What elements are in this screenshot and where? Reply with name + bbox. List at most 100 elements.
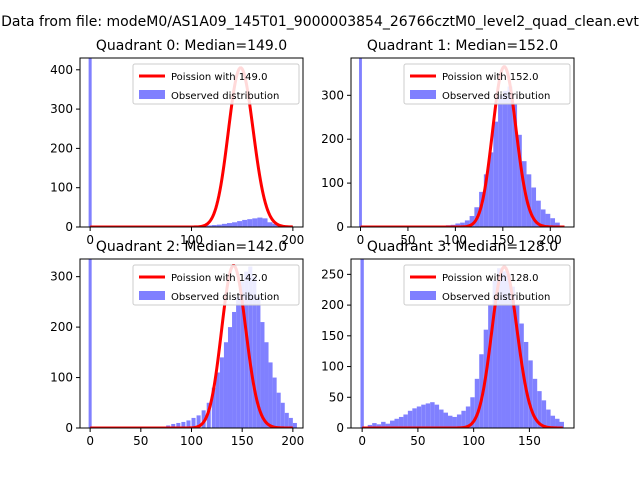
legend-observed-label: Observed distribution bbox=[171, 91, 279, 102]
histogram-bar bbox=[247, 219, 253, 227]
y-tick-label: 200 bbox=[321, 298, 344, 312]
histogram-bar bbox=[555, 222, 560, 227]
y-tick-label: 300 bbox=[50, 102, 73, 116]
histogram-bar bbox=[555, 418, 560, 428]
histogram-bar bbox=[502, 90, 508, 227]
histogram-bar bbox=[216, 224, 222, 227]
chart-title: Quadrant 3: Median=128.0 bbox=[367, 239, 558, 255]
axes-frame bbox=[350, 258, 575, 429]
histogram-bar bbox=[455, 223, 461, 227]
histogram-bar bbox=[191, 417, 196, 428]
x-tick-label: 100 bbox=[444, 233, 467, 247]
legend-observed-label: Observed distribution bbox=[442, 91, 550, 102]
histogram-bar bbox=[540, 209, 546, 227]
histogram-bar bbox=[206, 402, 211, 428]
legend: Poission with 142.0 Observed distribution bbox=[132, 264, 300, 306]
histogram-bar bbox=[223, 342, 228, 428]
histogram-bar bbox=[211, 387, 216, 428]
histogram-bar bbox=[519, 323, 524, 428]
histogram-bar bbox=[186, 420, 191, 428]
chart-title: Quadrant 1: Median=152.0 bbox=[367, 38, 558, 54]
histogram-bar bbox=[237, 221, 243, 227]
y-tick-label: 300 bbox=[50, 270, 73, 284]
legend-poisson-label: Poission with 152.0 bbox=[442, 72, 538, 83]
histogram-bar bbox=[488, 305, 493, 428]
histogram-bar bbox=[545, 213, 551, 227]
histogram-bar bbox=[498, 95, 503, 227]
y-tick-label: 50 bbox=[329, 390, 344, 404]
histogram-bar bbox=[232, 311, 237, 428]
histogram-bar bbox=[367, 424, 373, 428]
plot-area bbox=[359, 58, 565, 227]
histogram-bar bbox=[416, 406, 422, 428]
y-tick-label: 0 bbox=[336, 220, 344, 234]
histogram-bar-zero bbox=[359, 58, 362, 227]
histogram-bar bbox=[550, 218, 556, 227]
histogram-bar-zero bbox=[88, 259, 92, 428]
histogram-bar bbox=[236, 296, 241, 428]
histogram-bar bbox=[252, 276, 257, 428]
quadrant-0-chart: 0 100 200 0 100 200 300 400 Quadrant 0: Median=1… bbox=[50, 38, 304, 247]
histogram-bar bbox=[390, 420, 395, 428]
histogram-bar bbox=[546, 409, 551, 428]
histogram-bar bbox=[381, 421, 386, 428]
histogram-bar bbox=[407, 410, 413, 428]
histogram-bar bbox=[272, 377, 277, 428]
x-tick-label: 50 bbox=[410, 434, 425, 448]
histogram-bar bbox=[385, 423, 391, 428]
histogram-bar bbox=[272, 223, 278, 227]
histogram-bar bbox=[276, 392, 281, 428]
histogram-bar bbox=[219, 357, 224, 428]
legend-box bbox=[403, 264, 571, 306]
plot-area bbox=[88, 259, 297, 428]
histogram-bar bbox=[221, 223, 227, 227]
y-tick-label: 0 bbox=[65, 421, 73, 435]
quadrant-3-chart: 0 50 100 150 0 50 100 150 200 250 Quadrant 3: Medi… bbox=[321, 239, 575, 448]
histogram-bar bbox=[461, 410, 466, 428]
histogram-bar bbox=[403, 414, 408, 428]
figure-title: Data from file: modeM0/AS1A09_145T01_900… bbox=[1, 14, 639, 30]
histogram-bar bbox=[257, 217, 263, 227]
x-tick-label: 0 bbox=[86, 233, 94, 247]
histogram-bar bbox=[479, 354, 484, 428]
legend-poisson-label: Poission with 142.0 bbox=[171, 273, 267, 284]
y-tick-label: 300 bbox=[321, 88, 344, 102]
histogram-bar bbox=[517, 134, 522, 227]
histogram-bar bbox=[268, 362, 273, 428]
histogram-bar bbox=[267, 222, 273, 227]
histogram-bar bbox=[430, 402, 435, 428]
legend-box bbox=[403, 63, 571, 105]
histogram-bar bbox=[394, 418, 399, 428]
chart-panels: 0 100 200 0 100 200 300 400 Quadrant 0: Median=1… bbox=[50, 38, 575, 448]
x-tick-label: 50 bbox=[400, 233, 415, 247]
x-tick-label: 150 bbox=[491, 233, 514, 247]
quadrant-2-chart: 0 50 100 150 200 0 100 200 300 Quadrant 2: Median… bbox=[50, 239, 304, 448]
legend-observed-swatch bbox=[410, 90, 436, 99]
y-tick-label: 200 bbox=[50, 320, 73, 334]
histogram-bar bbox=[507, 86, 513, 227]
histogram-bar bbox=[510, 286, 515, 428]
histogram-bar bbox=[452, 416, 457, 428]
legend-poisson-label: Poission with 128.0 bbox=[442, 273, 538, 284]
x-tick-label: 150 bbox=[518, 434, 541, 448]
histogram-bar-zero bbox=[88, 58, 92, 227]
histogram-bar bbox=[559, 421, 564, 428]
histogram-bar bbox=[176, 422, 181, 428]
histogram-bar bbox=[541, 400, 547, 428]
quadrant-1-chart: 0 50 100 150 200 0 100 200 300 Quadrant 1: Median… bbox=[321, 38, 575, 247]
x-tick-label: 200 bbox=[281, 434, 304, 448]
x-tick-label: 100 bbox=[180, 434, 203, 448]
x-tick-label: 200 bbox=[539, 233, 562, 247]
y-tick-label: 0 bbox=[336, 421, 344, 435]
histogram-bar bbox=[531, 187, 537, 227]
legend: Poission with 152.0 Observed distribution bbox=[403, 63, 571, 105]
histogram-bar bbox=[514, 305, 520, 428]
legend-observed-swatch bbox=[410, 291, 436, 300]
histogram-bar bbox=[448, 415, 453, 428]
histogram-bar bbox=[226, 223, 233, 227]
axes-frame bbox=[350, 57, 575, 228]
x-tick-label: 0 bbox=[86, 434, 94, 448]
legend-observed-label: Observed distribution bbox=[171, 292, 279, 303]
histogram-bar bbox=[264, 342, 269, 428]
